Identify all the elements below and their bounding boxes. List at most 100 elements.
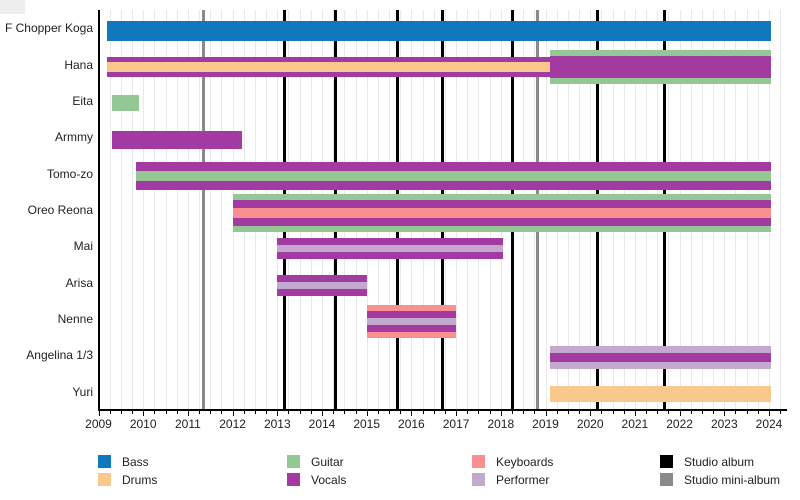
x-axis-minor-tick	[489, 411, 491, 414]
stripe-vocals	[107, 57, 550, 63]
x-axis-minor-tick	[377, 411, 379, 414]
gridline	[120, 10, 122, 409]
gridline	[199, 10, 201, 409]
year-label-2019: 2019	[532, 417, 559, 431]
bar-hana	[107, 57, 550, 78]
legend-swatch-performer	[472, 473, 485, 486]
bar-eita	[111, 95, 139, 112]
year-label-2013: 2013	[263, 417, 291, 431]
bar-armmy	[111, 130, 242, 149]
x-axis-major-tick	[500, 411, 502, 416]
x-axis-minor-tick	[579, 411, 581, 414]
legend-label-keyboards: Keyboards	[496, 455, 554, 469]
x-axis-minor-tick	[523, 411, 525, 414]
x-axis-minor-tick	[467, 411, 469, 414]
stripe-performer	[549, 346, 772, 354]
x-axis-minor-tick	[612, 411, 614, 414]
x-axis-minor-tick	[746, 411, 748, 414]
x-axis-minor-tick	[556, 411, 558, 414]
legend-label-guitar: Guitar	[311, 455, 344, 469]
year-label-2023: 2023	[710, 417, 738, 431]
stripe-vocals	[366, 325, 457, 333]
x-axis-minor-tick	[154, 411, 156, 414]
legend-swatch-studio-album	[660, 455, 673, 468]
x-axis-minor-tick	[400, 411, 402, 414]
gridline	[187, 10, 189, 409]
stripe-vocals	[107, 72, 550, 78]
year-label-2022: 2022	[666, 417, 693, 431]
legend-label-bass: Bass	[122, 455, 149, 469]
x-axis-minor-tick	[735, 411, 737, 414]
x-axis-minor-tick	[422, 411, 424, 414]
gridline	[221, 10, 223, 409]
year-label-2011: 2011	[174, 417, 201, 431]
x-axis-minor-tick	[344, 411, 346, 414]
x-axis-minor-tick	[444, 411, 446, 414]
x-axis-minor-tick	[567, 411, 569, 414]
gridline	[165, 10, 167, 409]
stripe-performer	[366, 318, 457, 326]
member-label-oreo-reona: Oreo Reona	[27, 203, 93, 217]
stripe-guitar	[232, 225, 772, 232]
legend-swatch-studio-mini-album	[660, 473, 673, 486]
legend-label-performer: Performer	[496, 473, 550, 487]
legend-swatch-vocals	[287, 473, 300, 486]
x-axis-major-tick	[277, 411, 279, 416]
stripe-keyboards	[366, 305, 457, 312]
x-axis-minor-tick	[713, 411, 715, 414]
year-label-2020: 2020	[576, 417, 604, 431]
bar-oreo-reona	[232, 193, 772, 232]
x-axis-minor-tick	[299, 411, 301, 414]
stripe-keyboards	[232, 207, 772, 218]
x-axis-minor-tick	[109, 411, 111, 414]
year-label-2012: 2012	[219, 417, 246, 431]
x-axis-major-tick	[545, 411, 547, 416]
bar-arisa	[277, 274, 367, 296]
member-label-angelina-1-3: Angelina 1/3	[26, 348, 93, 363]
stripe-vocals	[549, 56, 772, 79]
x-axis-minor-tick	[623, 411, 625, 414]
x-axis-minor-tick	[165, 411, 167, 414]
x-axis-minor-tick	[389, 411, 391, 414]
legend-swatch-bass	[98, 455, 111, 468]
x-axis-minor-tick	[657, 411, 659, 414]
year-label-2010: 2010	[129, 417, 157, 431]
x-axis-minor-tick	[601, 411, 603, 414]
bar-yuri	[549, 386, 772, 403]
x-axis-minor-tick	[254, 411, 256, 414]
year-label-2014: 2014	[308, 417, 336, 431]
stripe-performer	[277, 281, 367, 289]
x-axis-minor-tick	[701, 411, 703, 414]
x-axis-major-tick	[232, 411, 234, 416]
stripe-vocals	[232, 199, 772, 208]
x-axis-minor-tick	[355, 411, 357, 414]
stripe-performer	[549, 362, 772, 370]
stripe-drums	[107, 62, 550, 73]
gridline	[143, 10, 145, 409]
bar-f-chopper-koga	[107, 20, 772, 41]
stripe-guitar	[549, 50, 772, 57]
year-label-2018: 2018	[487, 417, 515, 431]
x-axis-major-tick	[634, 411, 636, 416]
legend-label-studio-album: Studio album	[684, 455, 755, 469]
stripe-vocals	[277, 288, 367, 296]
legend-label-drums: Drums	[122, 473, 158, 487]
stripe-vocals	[366, 311, 457, 319]
gridline	[780, 10, 782, 409]
bar-hana	[549, 50, 772, 85]
bar-mai	[277, 238, 504, 260]
x-axis-major-tick	[590, 411, 592, 416]
member-label-mai: Mai	[73, 239, 93, 254]
legend-label-vocals: Vocals	[311, 473, 347, 487]
x-axis-major-tick	[411, 411, 413, 416]
x-axis-minor-tick	[243, 411, 245, 414]
x-axis-minor-tick	[433, 411, 435, 414]
x-axis-minor-tick	[534, 411, 536, 414]
gridline	[109, 10, 111, 409]
x-axis-major-tick	[143, 411, 145, 416]
bar-tomo-zo	[136, 162, 772, 191]
gridline	[176, 10, 178, 409]
studio-mini-album-line	[201, 10, 205, 409]
x-axis-minor-tick	[646, 411, 648, 414]
year-label-2017: 2017	[442, 417, 470, 431]
